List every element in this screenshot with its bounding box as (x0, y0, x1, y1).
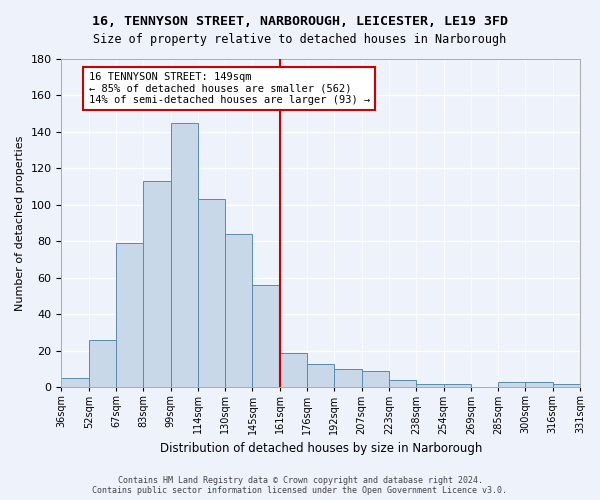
Bar (143, 181, 170, 388)
Bar (280, 352, 307, 388)
Bar (61, 378, 89, 388)
Bar (553, 384, 580, 388)
Bar (526, 382, 553, 388)
Bar (253, 285, 280, 388)
Bar (225, 234, 253, 388)
Bar (389, 380, 416, 388)
Bar (334, 369, 362, 388)
Bar (116, 243, 143, 388)
Bar (443, 384, 471, 388)
Bar (416, 384, 443, 388)
Text: 16, TENNYSON STREET, NARBOROUGH, LEICESTER, LE19 3FD: 16, TENNYSON STREET, NARBOROUGH, LEICEST… (92, 15, 508, 28)
Text: 16 TENNYSON STREET: 149sqm
← 85% of detached houses are smaller (562)
14% of sem: 16 TENNYSON STREET: 149sqm ← 85% of deta… (89, 72, 370, 105)
Text: Contains HM Land Registry data © Crown copyright and database right 2024.
Contai: Contains HM Land Registry data © Crown c… (92, 476, 508, 495)
Y-axis label: Number of detached properties: Number of detached properties (15, 136, 25, 311)
Bar (89, 340, 116, 388)
Bar (362, 371, 389, 388)
Text: Size of property relative to detached houses in Narborough: Size of property relative to detached ho… (94, 32, 506, 46)
Bar (198, 200, 225, 388)
X-axis label: Distribution of detached houses by size in Narborough: Distribution of detached houses by size … (160, 442, 482, 455)
Bar (307, 364, 334, 388)
Bar (498, 382, 526, 388)
Bar (170, 123, 198, 388)
